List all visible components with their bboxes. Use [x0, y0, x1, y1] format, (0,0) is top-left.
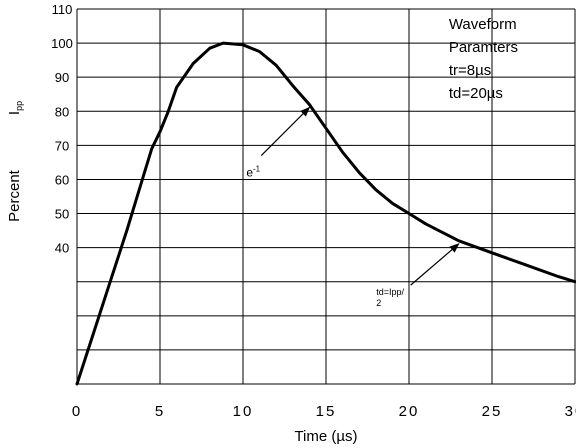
- y-axis-label: Percent: [6, 169, 23, 222]
- legend-line-1: Waveform: [449, 16, 517, 33]
- x-tick-labels: 0 5 10 15 20 25 30: [72, 403, 576, 420]
- annotation-td-line-2: 2: [376, 298, 381, 308]
- annotation-td-arrow: [410, 243, 460, 286]
- legend-line-2: Paramters: [449, 39, 518, 56]
- y-tick-label: 70: [55, 138, 69, 153]
- annotation-td-line-1: td=Ipp/: [376, 287, 404, 297]
- series-line: [75, 41, 576, 386]
- annotation-e-text: e-1: [246, 164, 260, 179]
- series-group: [75, 41, 576, 386]
- y-tick-label: 90: [55, 70, 69, 85]
- annotation-e-inverse: e-1: [246, 106, 311, 179]
- x-tick-label: 25: [482, 403, 503, 420]
- annotation-e-base: e: [246, 165, 253, 179]
- annotation-e-arrow: [260, 106, 311, 157]
- y-axis-unit-sub: pp: [14, 101, 24, 111]
- x-tick-label: 20: [399, 403, 420, 420]
- x-axis-label: Time (µs): [294, 428, 357, 445]
- x-tick-label: 0: [72, 403, 82, 420]
- y-tick-label: 110: [52, 2, 73, 17]
- y-axis-unit-main: I: [6, 111, 23, 115]
- legend-line-4: td=20µs: [449, 85, 503, 102]
- annotation-e-superscript: -1: [253, 164, 261, 173]
- plot-grid: [76, 8, 576, 385]
- y-tick-label: 40: [55, 241, 69, 256]
- y-tick-label: 60: [55, 172, 69, 187]
- x-tick-label: 5: [155, 403, 165, 420]
- y-axis-unit-label: Ipp: [6, 101, 24, 115]
- y-tick-labels: 40 50 60 70 80 90 100 110: [51, 2, 73, 256]
- x-tick-label: 30: [565, 403, 576, 420]
- y-tick-label: 80: [55, 104, 69, 119]
- legend-line-3: tr=8µs: [449, 62, 491, 79]
- y-tick-label: 100: [51, 36, 73, 51]
- x-tick-label: 15: [316, 403, 337, 420]
- x-tick-label: 10: [233, 403, 254, 420]
- annotation-td-half: td=Ipp/ 2: [376, 243, 460, 308]
- legend-box: Waveform Paramters tr=8µs td=20µs: [449, 16, 518, 102]
- y-tick-label: 50: [55, 207, 69, 222]
